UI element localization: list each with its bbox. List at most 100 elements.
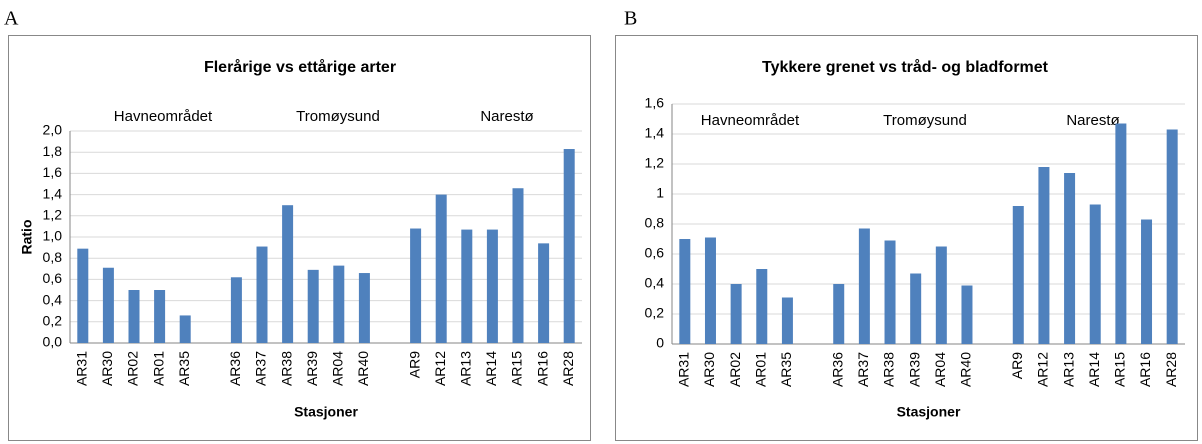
x-tick-label: AR9 xyxy=(406,351,422,378)
x-tick-label: AR37 xyxy=(253,351,269,386)
y-tick-label: 0,2 xyxy=(645,305,665,321)
x-tick-label: AR40 xyxy=(355,351,371,386)
x-tick-label: AR12 xyxy=(432,351,448,386)
annotation: Tromøysund xyxy=(296,108,380,125)
x-tick-label: AR31 xyxy=(74,351,90,386)
y-tick-label: 0,6 xyxy=(43,270,63,286)
y-tick-label: 0 xyxy=(656,335,664,351)
bar xyxy=(730,284,742,344)
bar xyxy=(154,290,166,343)
bar xyxy=(179,315,191,343)
bar xyxy=(256,246,268,343)
annotation: Tromøysund xyxy=(883,112,967,129)
x-tick-label: AR15 xyxy=(1112,352,1128,387)
x-tick-label: AR14 xyxy=(1086,352,1102,387)
bar xyxy=(1064,173,1076,344)
annotation: Narestø xyxy=(480,108,533,125)
x-tick-label: AR16 xyxy=(534,351,550,386)
bar xyxy=(410,228,422,343)
bar xyxy=(935,246,947,344)
y-tick-label: 0,6 xyxy=(645,245,665,261)
y-tick-label: 0,2 xyxy=(43,313,63,329)
bar xyxy=(1012,206,1024,344)
bar xyxy=(486,229,498,343)
x-tick-label: AR04 xyxy=(932,352,948,387)
bar xyxy=(833,284,845,344)
y-tick-label: 1 xyxy=(656,185,664,201)
bar xyxy=(884,240,896,344)
x-tick-label: AR36 xyxy=(227,351,243,386)
bar xyxy=(435,194,447,343)
x-tick-label: AR04 xyxy=(330,351,346,386)
annotation: Havneområdet xyxy=(701,112,800,129)
x-tick-label: AR30 xyxy=(701,352,717,387)
x-tick-label: AR02 xyxy=(125,351,141,386)
x-tick-label: AR36 xyxy=(829,352,845,387)
bar xyxy=(512,188,524,343)
x-tick-label: AR37 xyxy=(855,352,871,387)
x-axis-title: Stasjoner xyxy=(897,404,961,420)
x-axis-title: Stasjoner xyxy=(294,404,358,420)
bar xyxy=(1038,167,1050,344)
y-tick-label: 0,4 xyxy=(645,275,665,291)
bar xyxy=(781,297,793,344)
bar xyxy=(102,267,114,343)
x-tick-label: AR9 xyxy=(1009,352,1025,379)
x-tick-label: AR38 xyxy=(881,352,897,387)
x-tick-label: AR31 xyxy=(676,352,692,387)
x-tick-label: AR28 xyxy=(560,351,576,386)
bar xyxy=(282,205,294,343)
y-tick-label: 1,8 xyxy=(43,143,63,159)
bar xyxy=(756,269,768,344)
bar xyxy=(1115,123,1127,344)
x-tick-label: AR01 xyxy=(150,351,166,386)
panel-label: B xyxy=(624,8,637,30)
panel-label: A xyxy=(4,8,19,30)
bar xyxy=(1166,129,1178,344)
bar xyxy=(77,248,89,343)
x-tick-label: AR35 xyxy=(778,352,794,387)
x-tick-label: AR01 xyxy=(752,352,768,387)
bar xyxy=(563,149,575,343)
x-tick-label: AR28 xyxy=(1163,352,1179,387)
bar xyxy=(961,285,973,344)
bar xyxy=(358,273,370,343)
y-tick-label: 0,8 xyxy=(43,249,63,265)
x-tick-label: AR02 xyxy=(727,352,743,387)
x-tick-label: AR12 xyxy=(1035,352,1051,387)
y-tick-label: 0,8 xyxy=(645,215,665,231)
bar xyxy=(461,229,473,343)
bar xyxy=(333,265,345,343)
x-tick-label: AR38 xyxy=(278,351,294,386)
y-tick-label: 1,6 xyxy=(645,95,665,111)
annotation: Havneområdet xyxy=(114,108,213,125)
bar xyxy=(704,237,716,344)
x-tick-label: AR13 xyxy=(458,351,474,386)
x-tick-label: AR13 xyxy=(1060,352,1076,387)
y-tick-label: 1,4 xyxy=(43,185,63,201)
y-tick-label: 2,0 xyxy=(43,122,63,138)
bar xyxy=(307,269,319,343)
annotation: Narestø xyxy=(1066,112,1119,129)
x-tick-label: AR35 xyxy=(176,351,192,386)
bar xyxy=(128,290,140,343)
y-tick-label: 0,4 xyxy=(43,291,63,307)
x-tick-label: AR39 xyxy=(304,351,320,386)
x-tick-label: AR15 xyxy=(509,351,525,386)
y-tick-label: 1,6 xyxy=(43,164,63,180)
chart-title: Tykkere grenet vs tråd- og bladformet xyxy=(762,58,1049,76)
y-tick-label: 1,2 xyxy=(43,207,63,223)
y-axis-title: Ratio xyxy=(19,220,35,255)
bar xyxy=(538,243,550,343)
frame-a xyxy=(8,35,591,441)
bar xyxy=(679,239,691,344)
y-tick-label: 1,4 xyxy=(645,125,665,141)
bar xyxy=(858,228,870,344)
x-tick-label: AR30 xyxy=(99,351,115,386)
y-tick-label: 0,0 xyxy=(43,334,63,350)
bar xyxy=(1089,204,1101,344)
bar xyxy=(1141,219,1153,344)
bar xyxy=(230,277,242,343)
x-tick-label: AR14 xyxy=(483,351,499,386)
